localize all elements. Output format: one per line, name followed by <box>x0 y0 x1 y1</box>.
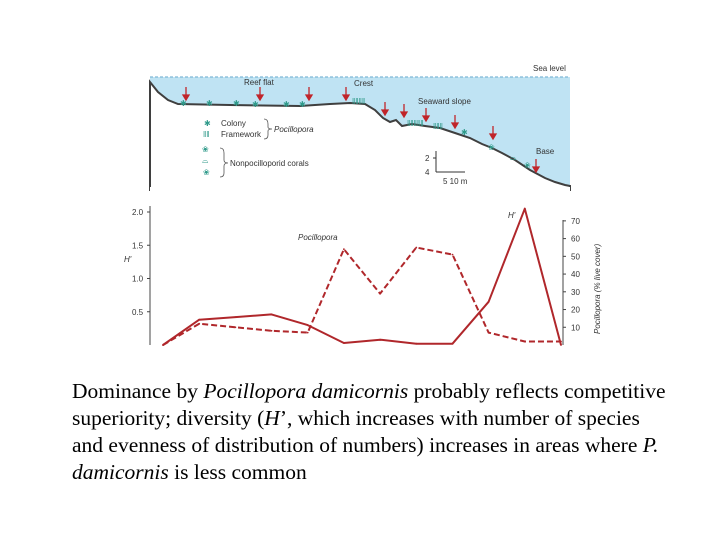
data-point-pocillopora <box>451 253 454 256</box>
data-point-pocillopora <box>234 326 237 329</box>
y-right-tick-label: 40 <box>571 270 580 279</box>
series-line-h <box>162 207 562 346</box>
scale-distance: 5 10 m <box>443 177 468 186</box>
legend-nonpocilloporid-icon: ❀ <box>202 145 209 154</box>
seabed-mask <box>150 187 570 193</box>
y-right-tick-label: 10 <box>571 323 580 332</box>
data-point-h <box>198 318 201 321</box>
caption-text: is less common <box>168 460 307 484</box>
data-point-h <box>523 207 526 210</box>
data-point-h <box>487 300 490 303</box>
data-point-h <box>270 313 273 316</box>
legend-framework-icon: ‖‖ <box>203 130 210 139</box>
y-axis-label: H' <box>124 255 132 264</box>
data-point-h <box>306 324 309 326</box>
caption-text: Dominance by <box>72 379 204 403</box>
series-label-h: H' <box>508 211 516 220</box>
y-right-tick-label: 50 <box>571 252 580 261</box>
legend-colony-label: Colony <box>221 119 246 128</box>
colony-icon: ✱ <box>252 100 259 109</box>
data-point-pocillopora <box>379 292 381 295</box>
data-point-pocillopora <box>487 331 490 334</box>
series-label-pocillopora: Pocillopora <box>298 233 338 242</box>
legend-nonpocilloporid-label: Nonpocilloporid corals <box>230 159 309 168</box>
caption: Dominance by Pocillopora damicornis prob… <box>72 378 672 486</box>
caption-text: probably reflects competitive superiorit… <box>72 379 666 430</box>
colony-icon: ✱ <box>283 100 290 109</box>
caption-species-short: P. damicornis <box>72 433 659 484</box>
y-right-tick-label: 30 <box>571 288 580 297</box>
y-right-tick-label: 20 <box>571 306 580 315</box>
zone-arrows <box>181 87 541 174</box>
zone-label-seaward-slope: Seaward slope <box>418 97 471 106</box>
sea-level-label: Sea level <box>533 64 566 73</box>
y-tick-label: 1.5 <box>132 241 144 250</box>
data-point-h <box>234 316 237 318</box>
legend-colony-icon: ✱ <box>204 119 211 128</box>
y-right-tick-label: 70 <box>571 217 580 226</box>
colony-icon: ✱ <box>206 99 213 108</box>
data-point-pocillopora <box>560 340 562 343</box>
data-point-pocillopora <box>270 329 273 332</box>
nonpocilloporid-icon: ❀ <box>488 143 495 152</box>
legend-brace <box>263 118 273 140</box>
y-tick-label: 1.0 <box>132 275 144 284</box>
zone-label-base: Base <box>536 147 555 156</box>
legend-nonpocilloporid-icon: ⌓ <box>202 156 209 165</box>
colony-icon: ✱ <box>299 100 306 109</box>
data-point-pocillopora <box>162 344 164 346</box>
chart: 0.5 1.0 1.5 2.0 10 20 30 40 50 60 70 H' Pocillopo… <box>124 206 602 346</box>
nonpocilloporid-icon: ❀ <box>524 161 531 170</box>
data-point-pocillopora <box>343 248 345 251</box>
profile-legend: ✱ Colony ‖‖ Framework Pocillopora ❀ ⌓ ❀ … <box>202 118 314 178</box>
colony-icon: ✱ <box>233 99 240 108</box>
zone-label-reef-flat: Reef flat <box>244 78 275 87</box>
y-tick-label: 0.5 <box>132 308 144 317</box>
data-point-h <box>451 342 454 345</box>
caption-text: ’, which increases with number of specie… <box>72 406 643 457</box>
scale-depth-4: 4 <box>425 168 430 177</box>
seabed <box>149 79 571 191</box>
data-point-pocillopora <box>523 340 526 343</box>
colony-icon: ✱ <box>461 128 468 137</box>
legend-framework-label: Framework <box>221 130 262 139</box>
caption-species: Pocillopora damicornis <box>203 379 409 403</box>
y-right-tick-label: 60 <box>571 235 580 244</box>
legend-nonpocilloporid-icon: ❀ <box>203 168 210 177</box>
nonpocilloporid-icon: ⌓ <box>510 153 517 162</box>
legend-pocillopora-label: Pocillopora <box>274 125 314 134</box>
colony-marks: ✱ ✱ ✱ ✱ ✱ ✱ ‖‖‖‖ ‖‖‖‖‖ ‖‖‖ ✱ ❀ ⌓ ❀ <box>180 97 531 170</box>
scale-depth-2: 2 <box>425 154 430 163</box>
framework-icon: ‖‖‖ <box>433 122 443 131</box>
zone-label-crest: Crest <box>354 79 374 88</box>
data-point-h <box>415 342 418 345</box>
scale-bar: 2 4 5 10 m <box>425 151 468 186</box>
framework-icon: ‖‖‖‖ <box>352 97 365 106</box>
data-point-pocillopora <box>415 246 418 249</box>
colony-icon: ✱ <box>180 99 187 108</box>
data-point-pocillopora <box>306 331 309 334</box>
y-axis-right-label: Pocillopora (% live cover) <box>593 243 602 334</box>
data-point-h <box>343 342 345 344</box>
legend-brace <box>219 147 229 178</box>
data-point-h <box>560 344 562 346</box>
y-tick-label: 2.0 <box>132 208 144 217</box>
data-point-pocillopora <box>198 322 201 325</box>
caption-h-symbol: H <box>264 406 280 430</box>
data-point-h <box>379 338 381 341</box>
reef-profile: Sea level ✱ ✱ ✱ ✱ ✱ ✱ ‖‖‖‖ ‖‖‖‖‖ ‖‖‖ ✱ ❀… <box>149 64 571 193</box>
series-line-pocillopora <box>162 246 561 346</box>
framework-icon: ‖‖‖‖‖ <box>407 119 424 128</box>
